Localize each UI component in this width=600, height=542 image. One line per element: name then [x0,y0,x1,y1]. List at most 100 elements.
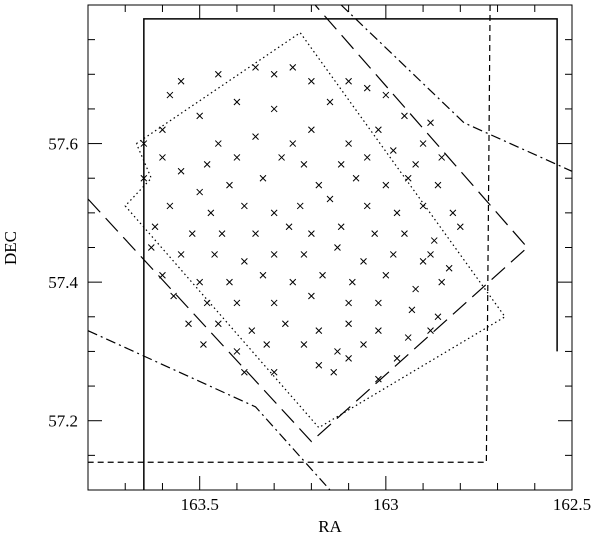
point [371,230,379,237]
point [166,202,174,210]
point [226,278,233,286]
point [147,244,155,251]
point-stroke [233,98,241,106]
point-stroke [404,174,412,182]
point [233,348,241,355]
point [393,355,401,362]
point-stroke [363,202,371,210]
point-stroke [159,154,166,161]
point [315,361,323,369]
point-stroke [326,98,334,106]
point [348,278,356,286]
point-stroke [430,237,438,244]
point [389,147,397,154]
point [200,341,207,348]
point-stroke [263,341,271,348]
point [326,98,334,106]
point [345,355,352,362]
point-stroke [375,375,382,383]
point-stroke [296,202,304,210]
point [375,375,382,383]
point [248,327,256,334]
point-stroke [371,230,379,237]
point [226,181,233,189]
point [382,271,390,279]
point-stroke [147,244,155,251]
point [252,230,259,237]
point-stroke [252,133,259,140]
point [308,292,315,300]
point [382,181,390,189]
point-stroke [363,154,371,161]
point [375,299,382,307]
point-stroke [203,299,211,307]
y-tick-label: 57.4 [48,273,78,292]
point [345,299,352,307]
point-stroke [203,161,211,168]
point [308,230,315,237]
plot-frame [87,4,573,491]
point [177,77,185,85]
point [363,84,371,92]
point [270,105,278,113]
point [281,320,289,328]
point-stroke [419,202,427,210]
point [419,202,427,210]
point [159,126,166,134]
point [285,223,293,231]
point-stroke [345,320,352,328]
point [259,174,267,182]
point [188,230,196,237]
point [196,112,204,120]
point-stroke [348,278,356,286]
point [430,237,438,244]
point-stroke [270,299,278,307]
point [419,140,427,147]
point-stroke [289,140,297,147]
field-outline [143,18,558,490]
point [434,181,442,189]
point [289,140,297,147]
point-stroke [140,174,148,182]
point-stroke [166,202,174,210]
point [337,223,345,231]
point [315,327,323,334]
point [241,258,248,265]
point-stroke [445,264,453,272]
point [375,327,382,334]
point [151,223,159,231]
point [270,251,278,258]
point-stroke [300,341,308,348]
point [159,271,166,279]
point [252,133,259,140]
point-stroke [270,209,278,217]
point-stroke [196,112,204,120]
point [389,251,397,258]
point-stroke [211,251,218,258]
point-stroke [159,271,166,279]
point [177,167,185,175]
point [259,271,267,279]
point [166,91,174,99]
point [427,251,434,258]
point-stroke [427,327,434,334]
point-stroke [419,258,427,265]
point [140,140,148,147]
point-stroke [300,251,308,258]
point [337,161,345,168]
point-stroke [334,348,341,355]
point [315,181,323,189]
point-stroke [334,244,341,251]
point-stroke [456,223,464,231]
point [438,154,446,161]
point [434,313,442,321]
point-stroke [252,64,259,71]
point-stroke [308,126,315,134]
point-stroke [375,327,382,334]
point-stroke [389,147,397,154]
point [334,244,341,251]
point [445,264,453,272]
point-stroke [438,278,446,286]
point-stroke [289,64,297,71]
